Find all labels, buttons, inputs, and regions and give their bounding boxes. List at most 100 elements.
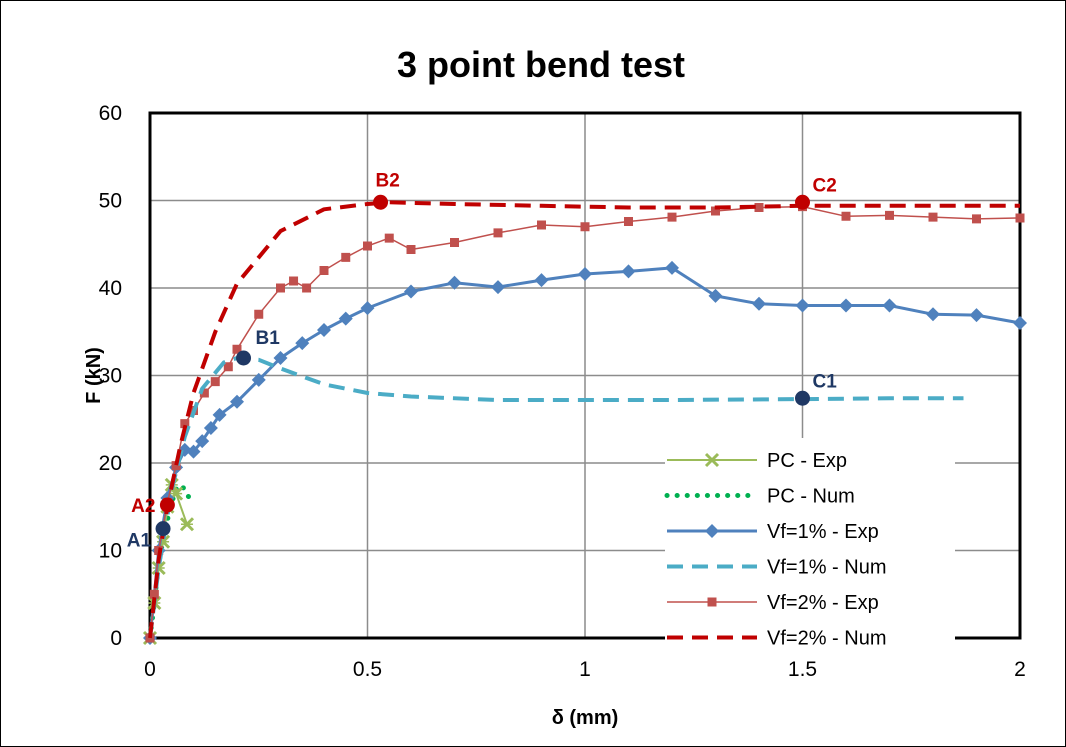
data-point <box>839 298 853 313</box>
annotation-c1: C1 <box>795 371 837 406</box>
annotation-point <box>373 194 389 210</box>
y-tick-label: 0 <box>110 627 122 650</box>
data-point <box>624 217 633 226</box>
data-point <box>212 407 227 422</box>
data-point <box>621 264 636 279</box>
annotation-label: C1 <box>813 371 838 392</box>
legend-label: PC - Num <box>767 486 855 508</box>
x-tick-label: 0 <box>144 658 156 681</box>
y-tick-label: 50 <box>99 190 122 213</box>
series-line <box>149 205 1021 639</box>
data-point <box>406 245 416 254</box>
legend-label: Vf=2% - Num <box>767 628 886 650</box>
data-point <box>450 238 459 247</box>
data-point <box>795 298 810 313</box>
data-point <box>295 336 310 351</box>
x-tick-label: 1.5 <box>788 658 817 681</box>
data-point <box>273 351 288 365</box>
legend-marker <box>705 524 719 538</box>
data-point <box>254 309 264 319</box>
data-point <box>195 434 210 449</box>
annotation-point <box>236 350 252 366</box>
data-point <box>276 283 285 293</box>
data-point <box>199 388 209 398</box>
legend-marker <box>707 597 717 607</box>
data-point <box>149 589 159 599</box>
y-tick-label: 60 <box>99 102 122 125</box>
legend: PC - Exp PC - Num Vf=1% - Exp Vf=1% - Num Vf… <box>664 438 955 659</box>
annotation-a2: A2 <box>131 496 175 517</box>
data-point <box>171 461 181 471</box>
annotation-b1: B1 <box>236 328 280 366</box>
data-point <box>341 252 351 262</box>
legend-entry: Vf=1% - Num <box>667 557 886 579</box>
data-point <box>317 323 331 337</box>
data-point <box>534 273 549 288</box>
data-point <box>493 228 503 238</box>
legend-entry: PC - Num <box>664 486 855 508</box>
data-point <box>289 276 299 286</box>
data-point <box>885 210 894 220</box>
data-point <box>926 307 940 322</box>
data-point <box>841 211 851 221</box>
data-point <box>969 308 984 323</box>
y-axis-label: F (kN) <box>83 347 105 404</box>
data-point <box>232 344 242 354</box>
data-point <box>667 212 677 222</box>
data-point <box>708 288 723 303</box>
annotation-label: B2 <box>376 170 400 191</box>
data-point <box>972 214 981 224</box>
data-point <box>251 372 266 387</box>
x-tick-label: 1 <box>579 658 591 681</box>
data-point <box>537 220 546 230</box>
legend-entry: Vf=2% - Exp <box>667 592 879 614</box>
data-point <box>384 233 394 243</box>
data-point <box>186 444 201 459</box>
legend-label: Vf=2% - Exp <box>767 592 879 614</box>
annotation-label: B1 <box>256 328 281 349</box>
data-point <box>151 560 166 576</box>
annotation-point <box>795 194 810 210</box>
legend-label: Vf=1% - Exp <box>767 521 879 543</box>
data-point <box>338 311 353 326</box>
data-point <box>1013 316 1027 330</box>
annotation-label: C2 <box>813 175 837 196</box>
data-point <box>203 421 218 435</box>
y-tick-label: 40 <box>99 277 122 300</box>
data-point <box>363 241 372 251</box>
annotation-label: A1 <box>127 531 152 552</box>
data-point <box>928 212 938 222</box>
x-tick-label: 2 <box>1014 658 1026 681</box>
legend-label: Vf=1% - Num <box>767 557 886 579</box>
data-point <box>754 203 764 212</box>
annotation-label: A2 <box>131 496 155 517</box>
y-tick-label: 10 <box>99 540 122 563</box>
legend-label: PC - Exp <box>767 450 847 472</box>
annotation-c2: C2 <box>795 175 837 210</box>
series-3 <box>148 356 964 639</box>
data-point <box>210 377 220 387</box>
plot-area-border <box>148 111 1022 640</box>
data-point <box>404 284 418 299</box>
y-tick-label: 30 <box>99 365 122 388</box>
legend-entry: Vf=1% - Exp <box>667 521 879 543</box>
x-axis-label: δ (mm) <box>552 707 619 729</box>
tick-labels: 0 10 20 30 40 50 60 0 0.5 1 1.5 2 <box>99 102 1026 681</box>
data-point <box>302 283 312 293</box>
data-point <box>180 419 190 429</box>
data-point <box>447 275 462 290</box>
data-point <box>360 301 375 316</box>
legend-marker <box>704 452 720 468</box>
annotations: A1 A2 B1 B2 C1 C2 <box>127 170 837 551</box>
annotation-a1: A1 <box>127 521 171 552</box>
legend-box <box>665 438 955 659</box>
chart-title: 3 point bend test <box>397 44 685 85</box>
data-point <box>230 394 244 409</box>
legend-entry: PC - Exp <box>667 450 847 472</box>
legend-entry: Vf=2% - Num <box>667 628 886 650</box>
series-line <box>148 356 964 639</box>
data-point <box>711 206 720 216</box>
annotation-point <box>155 521 171 537</box>
annotation-point <box>159 497 175 513</box>
